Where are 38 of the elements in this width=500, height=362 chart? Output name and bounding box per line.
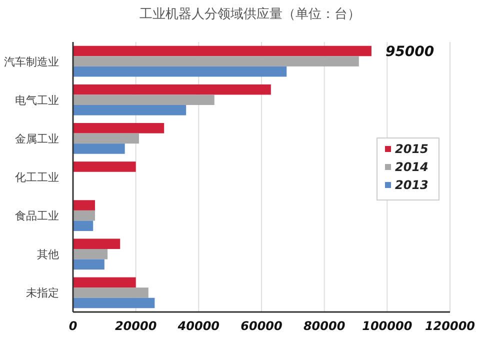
bar: [73, 84, 271, 95]
x-tick-label: 40000: [176, 319, 220, 333]
bar: [73, 133, 139, 144]
legend-label: 2014: [395, 160, 428, 174]
bar: [73, 66, 287, 77]
bar: [73, 162, 136, 172]
bar: [73, 210, 95, 221]
bar: [73, 56, 359, 66]
bar: [73, 144, 125, 154]
y-tick-label: 未指定: [26, 286, 59, 300]
y-tick-label: 汽车制造业: [4, 55, 59, 68]
x-tick-label: 20000: [114, 319, 157, 333]
bar: [73, 123, 164, 134]
bar: [73, 46, 372, 56]
y-tick-label: 其他: [37, 248, 59, 262]
x-tick-label: 60000: [240, 319, 282, 333]
y-tick-label: 金属工业: [15, 132, 59, 146]
legend-label: 2015: [395, 142, 428, 156]
chart-title: 工业机器人分领域供应量（单位：台）: [140, 6, 360, 22]
bar: [73, 259, 104, 270]
bar: [73, 277, 136, 288]
bar: [73, 94, 214, 105]
y-tick-label: 电气工业: [15, 94, 59, 107]
x-tick-label: 0: [68, 319, 78, 333]
bar: [73, 238, 120, 249]
bar: [73, 288, 148, 298]
data-label: 95000: [385, 44, 434, 60]
y-tick-label: 化工工业: [15, 171, 59, 184]
x-tick-label: 80000: [303, 319, 346, 333]
bar: [73, 200, 95, 210]
bar: [73, 105, 186, 116]
x-tick-label: 100000: [362, 319, 412, 333]
legend-label: 2013: [395, 178, 428, 192]
bar: [73, 298, 155, 308]
bar: [73, 249, 108, 260]
bar: [73, 220, 94, 231]
x-tick-label: 120000: [424, 319, 476, 333]
y-tick-label: 食品工业: [15, 210, 59, 223]
